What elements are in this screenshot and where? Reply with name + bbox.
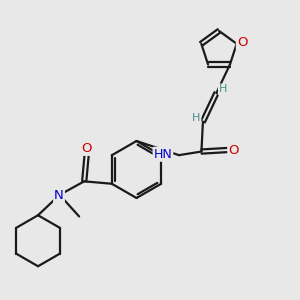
Text: O: O — [81, 142, 92, 155]
Text: H: H — [192, 113, 200, 123]
Text: O: O — [237, 36, 247, 49]
Text: H: H — [219, 84, 227, 94]
Text: N: N — [54, 189, 64, 202]
Text: HN: HN — [154, 148, 172, 161]
Text: O: O — [228, 143, 239, 157]
